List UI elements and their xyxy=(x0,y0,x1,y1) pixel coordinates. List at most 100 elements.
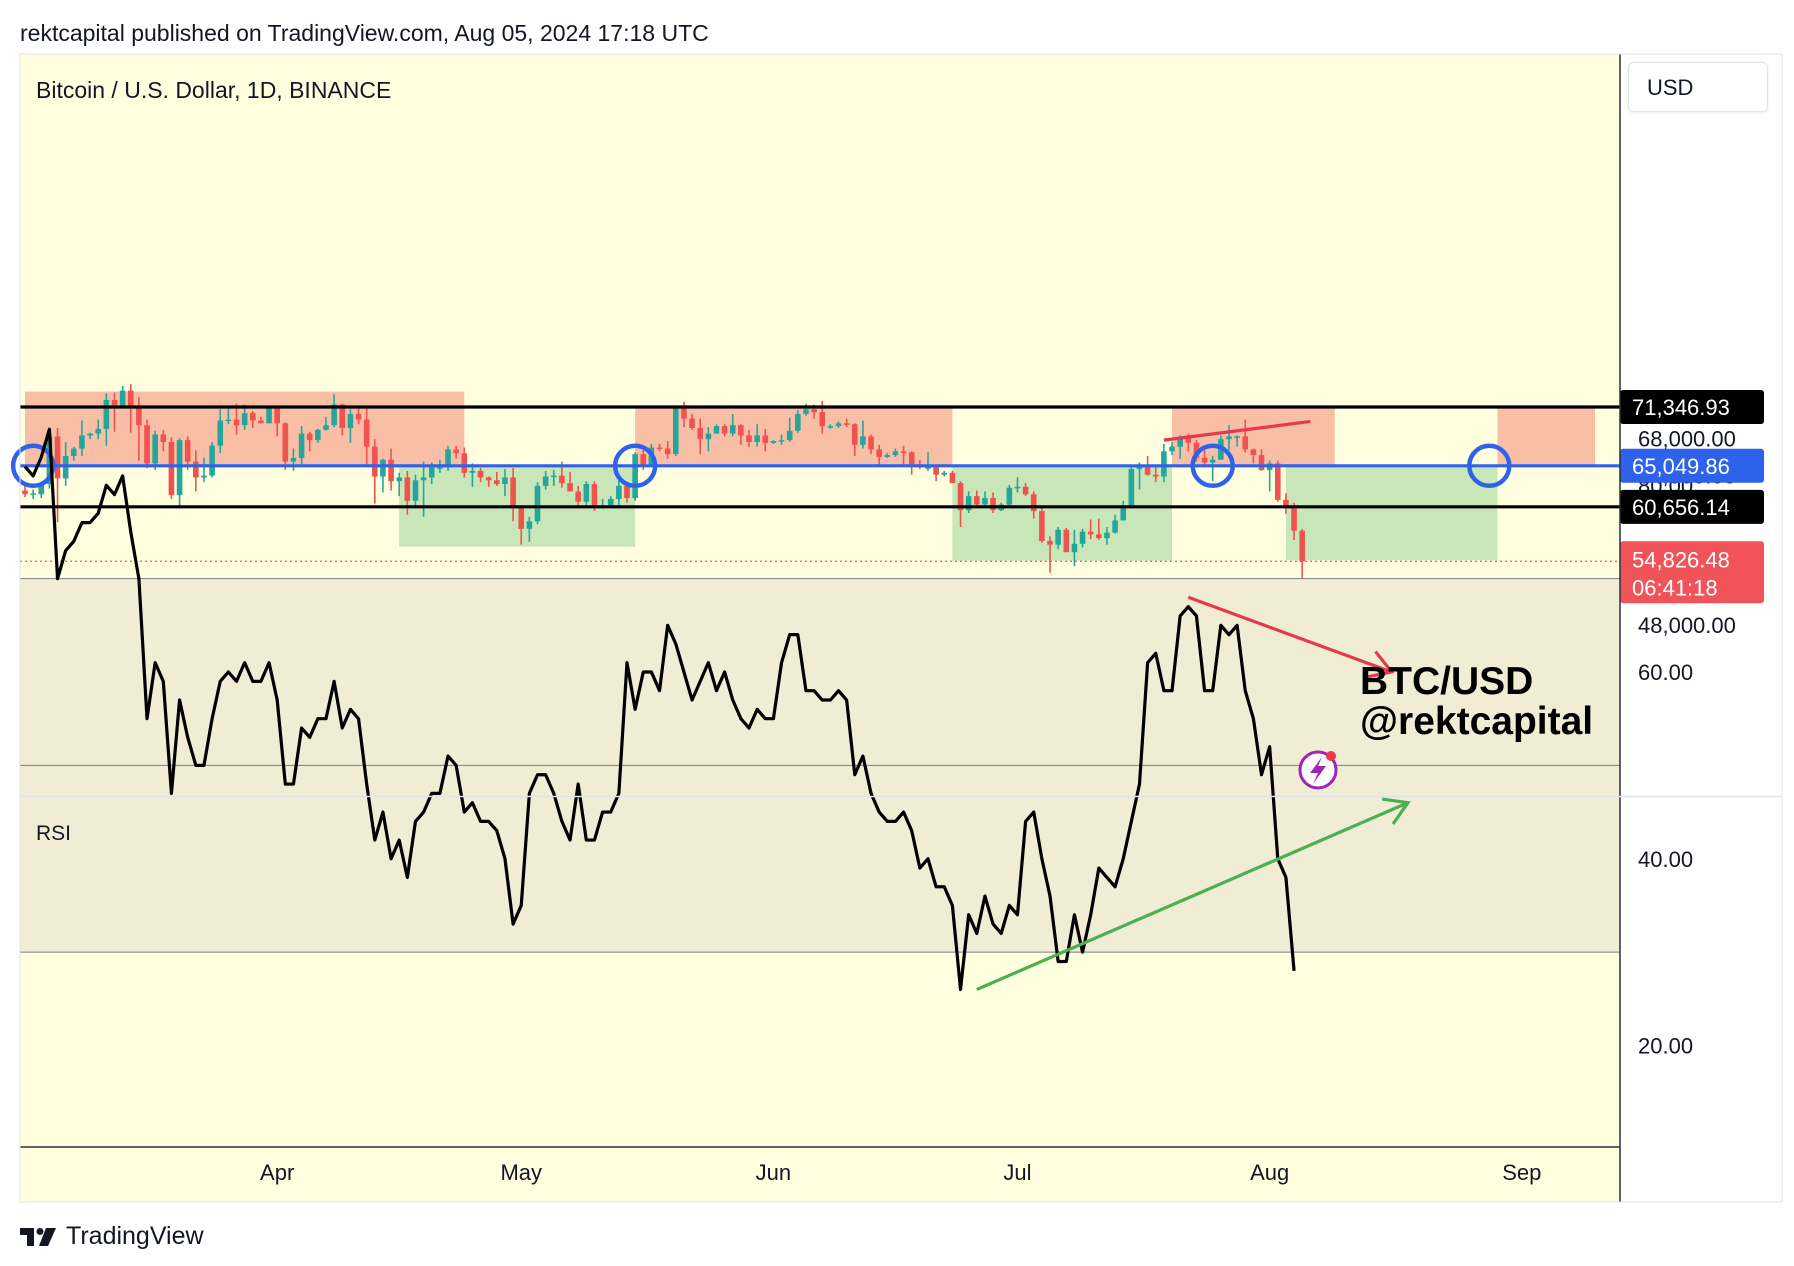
candle-2024-04-12 xyxy=(363,407,370,465)
candle-2024-03-12 xyxy=(111,392,118,432)
candle-2024-04-05 xyxy=(306,431,313,452)
candle-2024-07-12 xyxy=(1104,526,1110,545)
currency-button[interactable]: USD xyxy=(1628,62,1768,112)
time-tick-label: Sep xyxy=(1502,1160,1541,1185)
candle-2024-07-08 xyxy=(1071,529,1078,567)
candle-2024-03-23 xyxy=(201,457,207,483)
candle-body xyxy=(323,425,329,430)
candle-body xyxy=(428,467,435,478)
candle-body xyxy=(795,413,801,431)
candle-body xyxy=(1144,466,1151,475)
candle-body xyxy=(95,428,102,434)
level-price-tag-0: 71,346.93 xyxy=(1620,389,1764,424)
candle-2024-05-13 xyxy=(616,480,622,506)
candle-body xyxy=(640,454,647,465)
candle-2024-04-24 xyxy=(461,447,468,478)
candle-body xyxy=(982,498,988,505)
time-tick-label: Aug xyxy=(1250,1160,1289,1185)
candle-2024-03-17 xyxy=(152,430,158,470)
rsi-plot xyxy=(20,427,1620,992)
candle-2024-08-02 xyxy=(1274,460,1281,502)
candle-body xyxy=(363,419,370,447)
candle-2024-04-08 xyxy=(331,394,337,428)
candle-body xyxy=(1006,487,1013,505)
candle-body xyxy=(38,484,45,495)
candle-2024-05-25 xyxy=(713,424,720,434)
level-price-tag-1: 65,049.86 xyxy=(1620,448,1764,483)
footer-brand[interactable]: TradingView xyxy=(20,1222,204,1251)
candle-body xyxy=(1071,543,1078,553)
rsi-green-arrow-shaft xyxy=(976,801,1409,991)
candle-2024-03-26 xyxy=(225,405,232,425)
candle-body xyxy=(1104,532,1110,539)
candle-2024-06-12 xyxy=(860,420,866,449)
candle-body xyxy=(1161,451,1167,477)
tradingview-logo-icon xyxy=(20,1227,56,1246)
candle-2024-06-27 xyxy=(982,491,988,508)
lightning-icon[interactable] xyxy=(1298,750,1338,790)
candle-body xyxy=(184,440,191,462)
candle-2024-07-07 xyxy=(1063,527,1070,553)
candle-body xyxy=(721,426,728,434)
rsi-tick-label: 60.00 xyxy=(1638,660,1693,685)
candle-2024-07-27 xyxy=(1226,425,1232,451)
candle-body xyxy=(469,470,476,473)
candle-body xyxy=(892,451,899,456)
candle-2024-03-18 xyxy=(160,429,167,452)
candle-2024-06-25 xyxy=(965,491,972,513)
candle-body xyxy=(1079,531,1086,544)
candle-2024-05-29 xyxy=(746,429,752,447)
candle-2024-04-01 xyxy=(274,407,280,437)
candle-body xyxy=(1096,534,1102,539)
candle-2024-05-27 xyxy=(729,413,736,437)
candle-2024-03-25 xyxy=(217,409,224,454)
candle-body xyxy=(673,406,679,455)
candle-2024-03-16 xyxy=(144,419,150,469)
candle-body xyxy=(331,404,337,426)
candle-2024-04-30 xyxy=(510,468,516,522)
candle-2024-06-18 xyxy=(908,451,915,475)
candle-2024-04-11 xyxy=(355,408,362,425)
candle-2024-03-07 xyxy=(71,446,77,461)
candle-body xyxy=(843,423,850,425)
candle-2024-07-03 xyxy=(1030,491,1037,519)
candle-body xyxy=(1055,529,1061,545)
candle-body xyxy=(550,475,557,478)
time-tick-label: Apr xyxy=(260,1160,294,1185)
candle-body xyxy=(510,477,516,508)
level-price-tag-2: 60,656.14 xyxy=(1620,489,1764,524)
candle-body xyxy=(835,423,842,427)
candle-2024-08-03 xyxy=(1283,493,1289,514)
candle-body xyxy=(868,436,874,450)
candle-body xyxy=(380,459,386,477)
candle-2024-05-24 xyxy=(705,427,712,452)
candle-2024-06-24 xyxy=(957,481,964,527)
candle-2024-07-15 xyxy=(1128,467,1135,507)
candle-body xyxy=(233,419,240,426)
candle-2024-03-29 xyxy=(249,411,256,428)
rsi-tick-label: 40.00 xyxy=(1638,847,1693,872)
candle-2024-07-11 xyxy=(1096,518,1102,541)
candle-2024-08-04 xyxy=(1291,502,1297,541)
candle-body xyxy=(925,467,931,469)
candle-body xyxy=(567,483,573,492)
candle-2024-07-04 xyxy=(1039,508,1045,543)
candle-body xyxy=(1177,437,1183,447)
symbol-title: Bitcoin / U.S. Dollar, 1D, BINANCE xyxy=(36,77,391,103)
candle-2024-05-14 xyxy=(624,484,630,503)
candle-body xyxy=(1242,436,1249,450)
candle-2024-06-23 xyxy=(949,470,956,484)
candle-2024-06-13 xyxy=(868,434,874,455)
candle-body xyxy=(1039,511,1045,541)
candle-2024-03-30 xyxy=(258,416,264,424)
candle-body xyxy=(1112,520,1118,533)
candle-body xyxy=(632,454,638,499)
candle-body xyxy=(1136,466,1143,470)
candle-2024-06-02 xyxy=(778,434,785,445)
candle-2024-05-23 xyxy=(697,418,704,455)
candle-2024-07-30 xyxy=(1250,448,1257,464)
candle-body xyxy=(266,407,272,424)
candle-body xyxy=(1226,436,1232,440)
level-tag-box xyxy=(1620,489,1764,524)
